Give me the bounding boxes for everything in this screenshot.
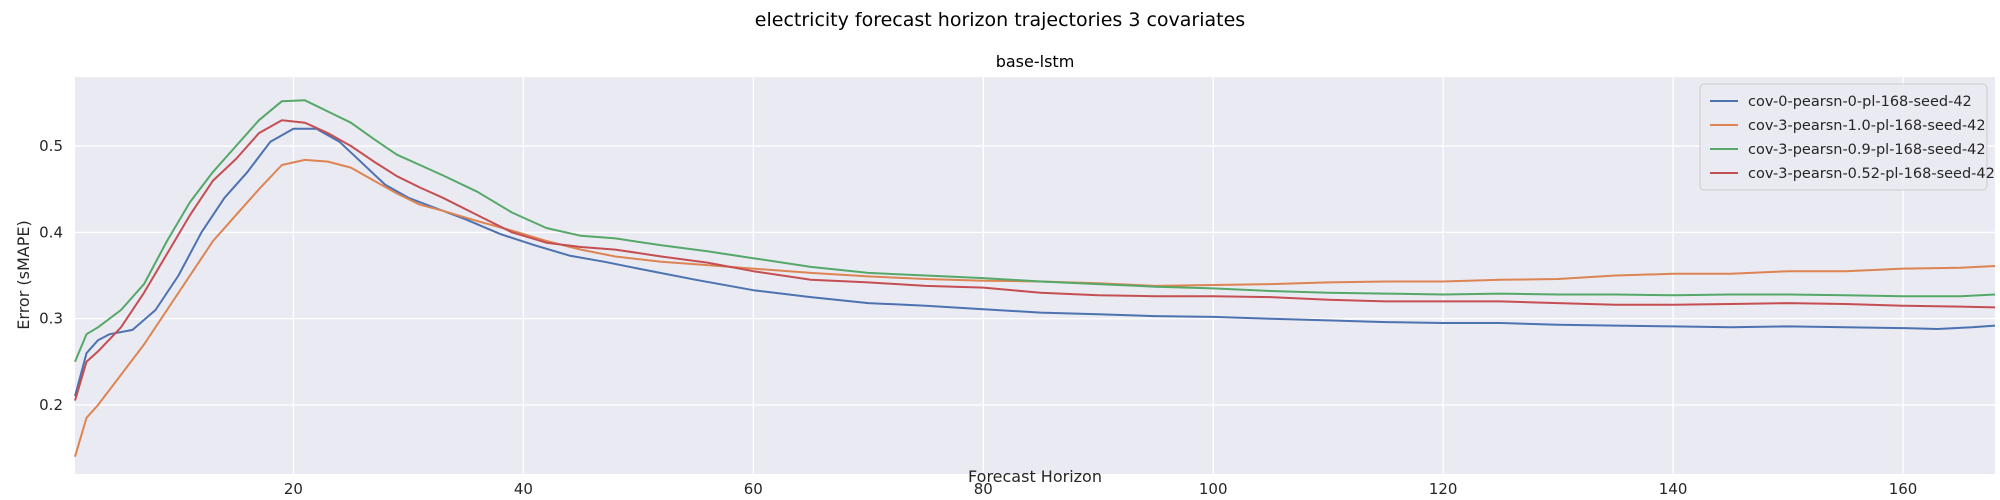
series-lines [74, 99, 1996, 457]
series-line-3 [74, 119, 1996, 401]
y-tick-label: 0.3 [39, 310, 63, 328]
x-tick-label: 160 [1889, 480, 1918, 498]
legend-label: cov-3-pearsn-0.9-pl-168-seed-42 [1748, 142, 1986, 158]
legend-box [1699, 83, 1988, 191]
x-tick-label: 100 [1199, 480, 1228, 498]
x-ticks: 20 40 60 80 100 120 140 160 [284, 480, 1917, 498]
y-tick-label: 0.4 [39, 223, 63, 241]
plot-area [75, 77, 1995, 474]
y-tick-label: 0.5 [39, 137, 63, 155]
legend: cov-0-pearsn-0-pl-168-seed-42 cov-3-pears… [1699, 83, 1995, 191]
x-tick-label: 60 [744, 480, 763, 498]
series-line-2 [74, 99, 1996, 363]
series-line-0 [74, 127, 1996, 397]
legend-label: cov-3-pearsn-1.0-pl-168-seed-42 [1748, 118, 1986, 134]
x-tick-label: 120 [1429, 480, 1458, 498]
legend-label: cov-0-pearsn-0-pl-168-seed-42 [1748, 94, 1972, 110]
x-tick-label: 40 [514, 480, 533, 498]
axes-title: base-lstm [996, 52, 1075, 71]
series-line-1 [74, 158, 1996, 457]
x-tick-label: 140 [1659, 480, 1688, 498]
x-axis-label: Forecast Horizon [968, 467, 1102, 486]
y-axis-label: Error (sMAPE) [14, 220, 33, 329]
y-tick-label: 0.2 [39, 396, 63, 414]
figure-suptitle: electricity forecast horizon trajectorie… [755, 9, 1245, 31]
x-tick-label: 20 [284, 480, 303, 498]
x-tick-label: 80 [974, 480, 993, 498]
y-ticks: 0.2 0.3 0.4 0.5 [39, 137, 63, 414]
legend-label: cov-3-pearsn-0.52-pl-168-seed-42 [1748, 166, 1995, 182]
